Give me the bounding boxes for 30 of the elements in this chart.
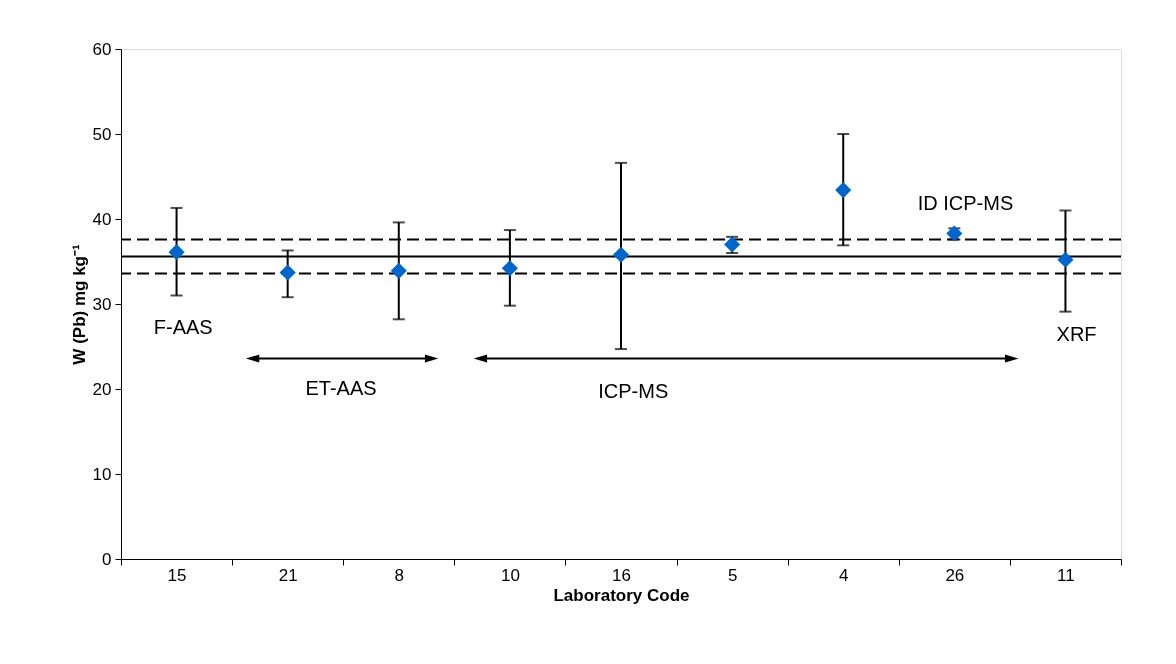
x-tick-label: 5	[727, 565, 738, 585]
y-tick-label: 60	[92, 39, 112, 59]
x-tick-label: 4	[838, 565, 849, 585]
point	[501, 260, 518, 277]
x-tick-label: 11	[1057, 565, 1075, 585]
x-tick-label: 15	[167, 565, 187, 585]
x-axis-title: Laboratory Code	[553, 585, 690, 605]
x-tick-label: 8	[394, 565, 405, 585]
y-tick-label: 50	[92, 124, 112, 144]
y-tick-label: 40	[92, 209, 112, 229]
point	[279, 264, 296, 281]
annotation: XRF	[1056, 322, 1097, 345]
point	[1057, 251, 1074, 268]
y-tick-label: 20	[92, 379, 112, 399]
annotation: ICP-MS	[598, 380, 669, 403]
point	[835, 182, 852, 199]
annotation: ET-AAS	[305, 377, 377, 400]
x-tick-label: 21	[278, 565, 298, 585]
x-tick-label: 10	[500, 565, 520, 585]
point	[390, 262, 407, 279]
annotation: F-AAS	[153, 315, 213, 338]
point	[612, 246, 630, 263]
annotation: ID ICP-MS	[917, 191, 1014, 214]
y-tick-label: 30	[92, 294, 112, 314]
point	[168, 244, 185, 261]
y-axis-title: W (Pb) mg kg⁻¹	[69, 244, 89, 365]
x-tick-label: 26	[945, 565, 965, 585]
y-tick-label: 0	[102, 549, 112, 569]
x-tick-label: 16	[612, 565, 631, 585]
y-tick-label: 10	[92, 464, 112, 484]
